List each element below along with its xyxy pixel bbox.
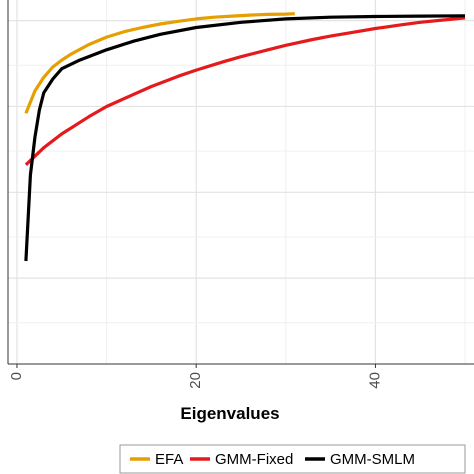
grid [8, 0, 474, 364]
x-tick-label: 40 [366, 372, 383, 389]
legend-label: EFA [155, 451, 183, 468]
legend: EFA GMM-Fixed GMM-SMLM [119, 444, 466, 474]
series-line-gmm-smlm [24, 14, 466, 262]
x-tick-labels: 0 20 40 [8, 364, 383, 389]
legend-label: GMM-Fixed [215, 451, 293, 468]
series-lines [24, 12, 466, 262]
x-tick-label: 0 [8, 372, 25, 380]
legend-label: GMM-SMLM [330, 451, 415, 468]
x-axis-title: Eigenvalues [180, 404, 279, 423]
legend-box [119, 444, 466, 474]
series-line-efa [24, 12, 295, 114]
series-line-gmm-fixed [24, 16, 466, 166]
x-tick-label: 20 [187, 372, 204, 389]
